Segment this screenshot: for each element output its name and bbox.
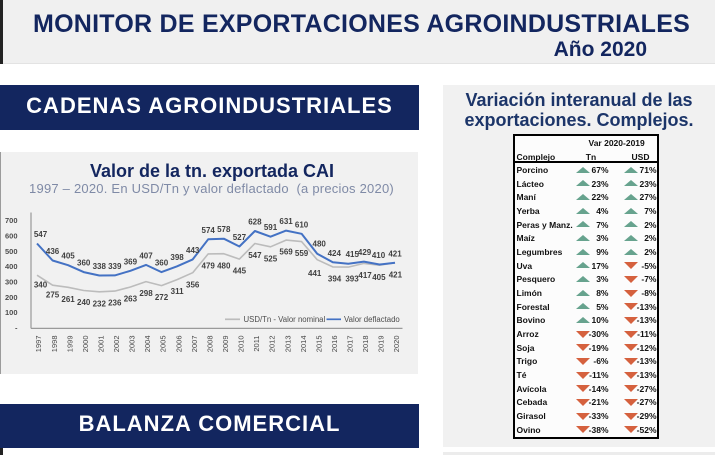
- svg-text:400: 400: [5, 262, 18, 271]
- svg-text:339: 339: [108, 262, 122, 271]
- svg-text:360: 360: [77, 259, 91, 268]
- svg-text:410: 410: [372, 251, 386, 260]
- svg-text:436: 436: [46, 247, 60, 256]
- svg-text:263: 263: [124, 295, 138, 304]
- svg-text:421: 421: [389, 270, 403, 279]
- svg-text:100: 100: [5, 308, 18, 317]
- svg-text:200: 200: [5, 293, 18, 302]
- svg-text:2011: 2011: [252, 336, 261, 352]
- svg-text:525: 525: [264, 254, 278, 263]
- svg-text:2019: 2019: [377, 336, 386, 353]
- svg-text:527: 527: [233, 233, 247, 242]
- svg-text:700: 700: [5, 216, 18, 225]
- svg-text:569: 569: [279, 248, 293, 257]
- svg-text:232: 232: [93, 299, 107, 308]
- svg-text:-: -: [15, 323, 18, 332]
- svg-text:429: 429: [358, 248, 372, 257]
- svg-text:407: 407: [139, 251, 153, 260]
- svg-text:610: 610: [295, 220, 309, 229]
- svg-text:1999: 1999: [65, 336, 74, 353]
- svg-text:405: 405: [61, 252, 75, 261]
- svg-text:298: 298: [139, 289, 153, 298]
- svg-text:2018: 2018: [361, 336, 370, 353]
- svg-text:417: 417: [358, 271, 372, 280]
- svg-text:369: 369: [124, 257, 138, 266]
- svg-text:480: 480: [217, 261, 231, 270]
- svg-text:547: 547: [248, 251, 262, 260]
- svg-text:480: 480: [313, 240, 327, 249]
- svg-text:398: 398: [170, 253, 184, 262]
- svg-text:421: 421: [388, 249, 402, 258]
- svg-text:394: 394: [328, 275, 342, 284]
- svg-text:424: 424: [328, 249, 342, 258]
- svg-text:2010: 2010: [237, 336, 246, 353]
- svg-text:360: 360: [155, 259, 169, 268]
- svg-text:443: 443: [186, 246, 200, 255]
- svg-text:441: 441: [308, 269, 322, 278]
- svg-text:2000: 2000: [81, 336, 90, 353]
- svg-text:574: 574: [202, 226, 216, 235]
- svg-text:2015: 2015: [314, 336, 323, 353]
- svg-text:Valor deflactado: Valor deflactado: [344, 315, 400, 324]
- svg-text:311: 311: [171, 287, 184, 296]
- svg-text:578: 578: [217, 225, 231, 234]
- svg-text:2009: 2009: [221, 336, 230, 353]
- svg-text:2002: 2002: [112, 336, 121, 353]
- svg-text:356: 356: [186, 280, 200, 289]
- svg-text:405: 405: [372, 273, 386, 282]
- svg-text:2007: 2007: [190, 336, 199, 353]
- svg-text:2012: 2012: [268, 336, 277, 353]
- svg-text:479: 479: [202, 262, 216, 271]
- svg-text:USD/Tn - Valor nominal: USD/Tn - Valor nominal: [244, 315, 326, 324]
- svg-text:500: 500: [5, 247, 18, 256]
- svg-text:2003: 2003: [128, 336, 137, 353]
- svg-text:2004: 2004: [143, 336, 152, 353]
- svg-text:340: 340: [34, 280, 48, 289]
- svg-text:236: 236: [108, 299, 122, 308]
- svg-text:628: 628: [248, 218, 262, 227]
- svg-text:2008: 2008: [205, 336, 214, 353]
- svg-text:1998: 1998: [50, 336, 59, 353]
- svg-text:2016: 2016: [330, 336, 339, 353]
- svg-text:272: 272: [155, 293, 169, 302]
- svg-text:600: 600: [5, 232, 18, 241]
- svg-text:2005: 2005: [159, 336, 168, 353]
- svg-text:240: 240: [77, 298, 91, 307]
- svg-text:338: 338: [93, 262, 107, 271]
- svg-text:261: 261: [61, 295, 75, 304]
- svg-text:300: 300: [5, 278, 18, 287]
- svg-text:591: 591: [264, 223, 278, 232]
- svg-text:631: 631: [279, 217, 293, 226]
- svg-text:2017: 2017: [346, 336, 355, 353]
- svg-text:445: 445: [233, 267, 247, 276]
- svg-text:1997: 1997: [34, 336, 43, 353]
- svg-text:275: 275: [46, 290, 60, 299]
- svg-text:547: 547: [34, 230, 48, 239]
- svg-text:2014: 2014: [299, 336, 308, 353]
- svg-text:2001: 2001: [97, 336, 106, 353]
- svg-text:2020: 2020: [392, 336, 401, 353]
- svg-text:415: 415: [346, 250, 360, 259]
- svg-text:2006: 2006: [174, 336, 183, 353]
- svg-text:393: 393: [345, 275, 359, 284]
- svg-text:559: 559: [295, 249, 309, 258]
- svg-text:2013: 2013: [283, 336, 292, 353]
